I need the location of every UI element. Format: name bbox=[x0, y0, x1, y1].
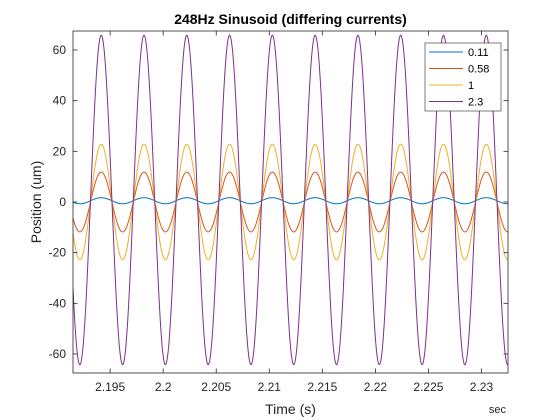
y-tick-label: -60 bbox=[49, 347, 67, 361]
y-tick-label: -20 bbox=[49, 246, 67, 260]
x-tick-label: 2.215 bbox=[307, 380, 337, 394]
legend-label-3: 2.3 bbox=[468, 97, 483, 109]
series-line-2 bbox=[73, 143, 508, 261]
y-tick-label: 40 bbox=[53, 94, 67, 108]
y-tick-label: -40 bbox=[49, 296, 67, 310]
chart-title: 248Hz Sinusoid (differing currents) bbox=[174, 11, 407, 27]
x-axis-label: Time (s) bbox=[265, 401, 316, 417]
series-layer bbox=[73, 34, 508, 366]
x-tick-label: 2.225 bbox=[413, 380, 443, 394]
series-line-0 bbox=[73, 197, 508, 205]
x-axis-ticks: 2.195 2.2 2.205 2.21 2.215 2.22 2.225 2.23 bbox=[95, 31, 493, 394]
legend-label-1: 0.58 bbox=[468, 64, 489, 76]
y-tick-label: 60 bbox=[53, 43, 67, 57]
x-tick-label: 2.23 bbox=[470, 380, 494, 394]
x-tick-label: 2.2 bbox=[155, 380, 172, 394]
x-unit-label: sec bbox=[489, 404, 507, 416]
y-tick-label: 0 bbox=[59, 195, 66, 209]
x-tick-label: 2.21 bbox=[258, 380, 282, 394]
series-line-3 bbox=[73, 34, 508, 366]
x-tick-label: 2.205 bbox=[201, 380, 231, 394]
x-tick-label: 2.195 bbox=[95, 380, 125, 394]
y-tick-label: 20 bbox=[53, 144, 67, 158]
legend: 0.11 0.58 1 2.3 bbox=[424, 42, 502, 112]
legend-label-0: 0.11 bbox=[468, 47, 489, 59]
x-tick-label: 2.22 bbox=[364, 380, 388, 394]
y-axis-ticks: -60 -40 -20 0 20 40 60 bbox=[49, 43, 508, 361]
legend-box bbox=[424, 42, 502, 112]
series-line-1 bbox=[73, 171, 508, 233]
y-axis-label: Position (um) bbox=[28, 161, 44, 243]
legend-label-2: 1 bbox=[468, 80, 474, 92]
